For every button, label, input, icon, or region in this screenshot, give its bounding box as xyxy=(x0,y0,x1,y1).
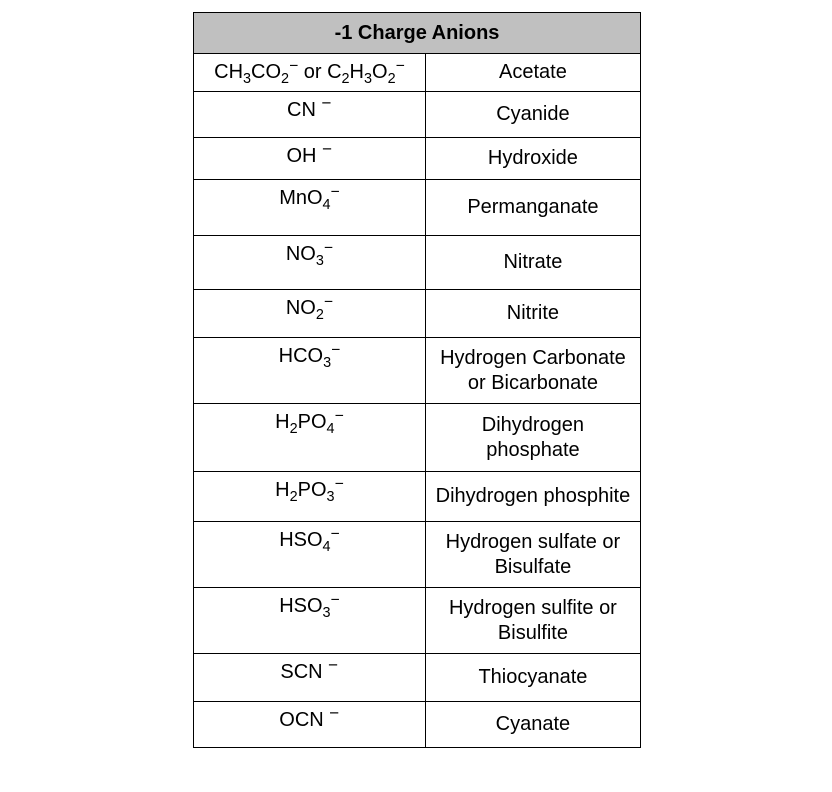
table-row: H2PO3−Dihydrogen phosphite xyxy=(194,472,641,522)
formula-cell: HSO4− xyxy=(194,522,426,588)
table-row: HCO3−Hydrogen Carbonate or Bicarbonate xyxy=(194,338,641,404)
name-cell: Nitrite xyxy=(425,290,640,338)
name-cell: Thiocyanate xyxy=(425,654,640,702)
table-row: NO3−Nitrate xyxy=(194,236,641,290)
formula-cell: OCN − xyxy=(194,702,426,748)
table-row: SCN −Thiocyanate xyxy=(194,654,641,702)
table-row: NO2−Nitrite xyxy=(194,290,641,338)
formula-cell: H2PO4− xyxy=(194,404,426,472)
table-row: MnO4−Permanganate xyxy=(194,180,641,236)
formula-cell: H2PO3− xyxy=(194,472,426,522)
name-cell: Cyanide xyxy=(425,92,640,138)
name-cell: Acetate xyxy=(425,54,640,92)
table-row: CN −Cyanide xyxy=(194,92,641,138)
table-row: CH3CO2− or C2H3O2−Acetate xyxy=(194,54,641,92)
name-cell: Permanganate xyxy=(425,180,640,236)
table-row: HSO4−Hydrogen sulfate or Bisulfate xyxy=(194,522,641,588)
name-cell: Hydrogen sulfate or Bisulfate xyxy=(425,522,640,588)
formula-cell: MnO4− xyxy=(194,180,426,236)
table-header-row: -1 Charge Anions xyxy=(194,13,641,54)
table-body: CH3CO2− or C2H3O2−AcetateCN −CyanideOH −… xyxy=(194,54,641,748)
name-cell: Hydroxide xyxy=(425,138,640,180)
formula-cell: HSO3− xyxy=(194,588,426,654)
name-cell: Nitrate xyxy=(425,236,640,290)
formula-cell: CN − xyxy=(194,92,426,138)
name-cell: Dihydrogen phosphate xyxy=(425,404,640,472)
formula-cell: SCN − xyxy=(194,654,426,702)
table-row: H2PO4−Dihydrogen phosphate xyxy=(194,404,641,472)
formula-cell: NO2− xyxy=(194,290,426,338)
name-cell: Dihydrogen phosphite xyxy=(425,472,640,522)
table-title: -1 Charge Anions xyxy=(194,13,641,54)
table-row: HSO3−Hydrogen sulfite or Bisulfite xyxy=(194,588,641,654)
formula-cell: OH − xyxy=(194,138,426,180)
formula-cell: HCO3− xyxy=(194,338,426,404)
formula-cell: CH3CO2− or C2H3O2− xyxy=(194,54,426,92)
name-cell: Hydrogen sulfite or Bisulfite xyxy=(425,588,640,654)
name-cell: Hydrogen Carbonate or Bicarbonate xyxy=(425,338,640,404)
name-cell: Cyanate xyxy=(425,702,640,748)
table-row: OCN −Cyanate xyxy=(194,702,641,748)
formula-cell: NO3− xyxy=(194,236,426,290)
anions-table: -1 Charge Anions CH3CO2− or C2H3O2−Aceta… xyxy=(193,12,641,748)
table-row: OH −Hydroxide xyxy=(194,138,641,180)
